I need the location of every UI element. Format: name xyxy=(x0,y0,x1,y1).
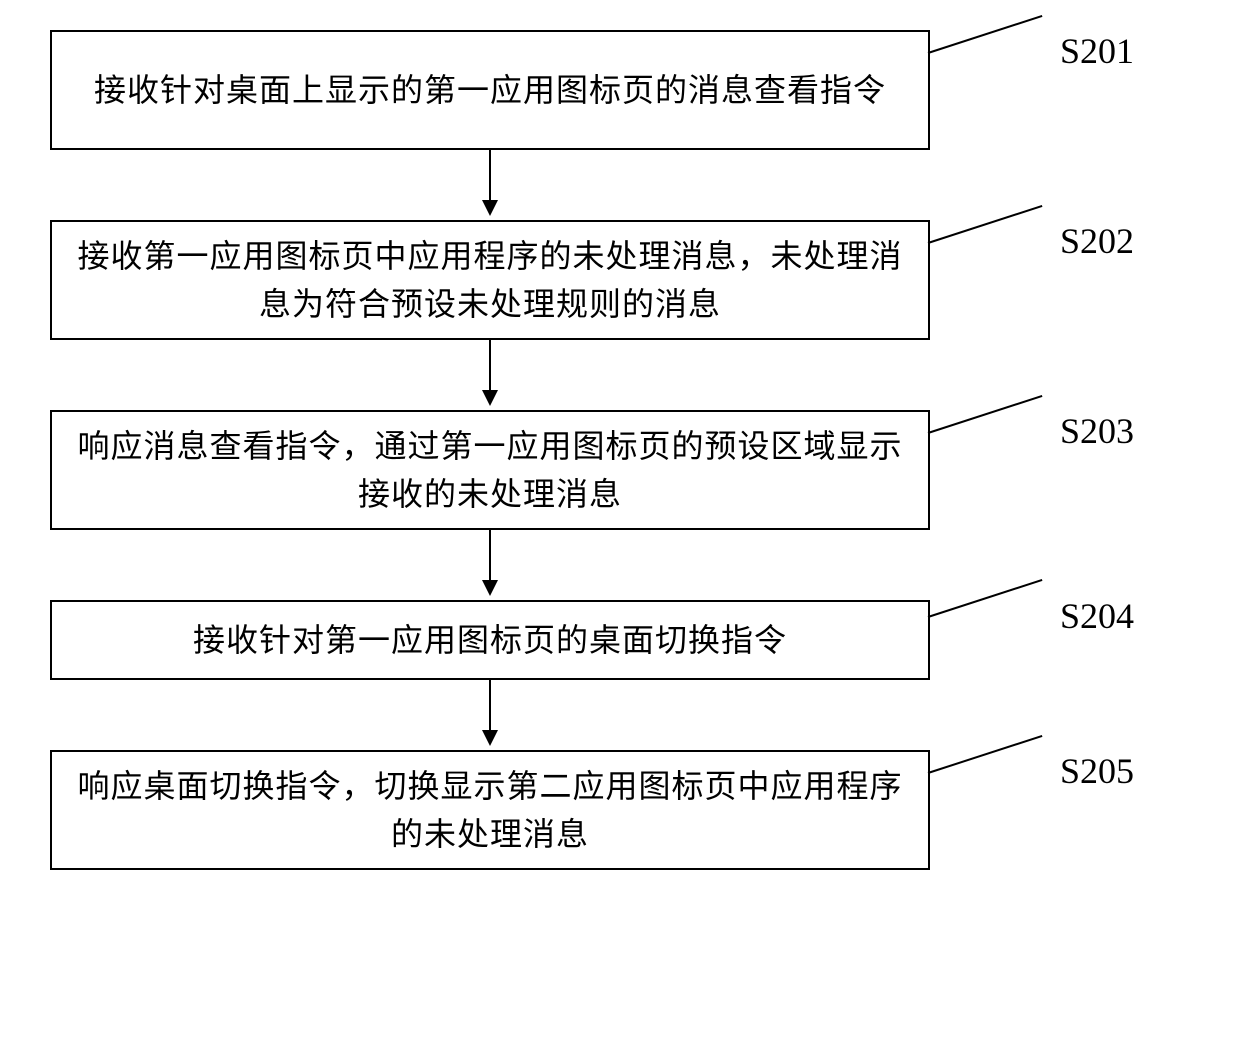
arrow-4 xyxy=(50,680,930,750)
connector-s202 xyxy=(928,205,1043,244)
step-label-s202: S202 xyxy=(1060,220,1134,262)
arrow-svg-4 xyxy=(470,680,510,750)
step-label-s203: S203 xyxy=(1060,410,1134,452)
step-box-s205: 响应桌面切换指令，切换显示第二应用图标页中应用程序的未处理消息 xyxy=(50,750,930,870)
connector-s201 xyxy=(928,15,1043,54)
step-text-s205: 响应桌面切换指令，切换显示第二应用图标页中应用程序的未处理消息 xyxy=(72,762,908,858)
arrow-1 xyxy=(50,150,930,220)
connector-s203 xyxy=(928,395,1043,434)
step-box-s204: 接收针对第一应用图标页的桌面切换指令 xyxy=(50,600,930,680)
step-text-s203: 响应消息查看指令，通过第一应用图标页的预设区域显示接收的未处理消息 xyxy=(72,422,908,518)
step-box-s203: 响应消息查看指令，通过第一应用图标页的预设区域显示接收的未处理消息 xyxy=(50,410,930,530)
arrow-svg-2 xyxy=(470,340,510,410)
arrow-svg-1 xyxy=(470,150,510,220)
connector-s204 xyxy=(928,579,1043,618)
step-label-s204: S204 xyxy=(1060,595,1134,637)
arrow-svg-3 xyxy=(470,530,510,600)
arrow-2 xyxy=(50,340,930,410)
step-label-s205: S205 xyxy=(1060,750,1134,792)
step-text-s204: 接收针对第一应用图标页的桌面切换指令 xyxy=(193,616,787,664)
step-box-s201: 接收针对桌面上显示的第一应用图标页的消息查看指令 xyxy=(50,30,930,150)
connector-s205 xyxy=(928,735,1043,774)
step-text-s201: 接收针对桌面上显示的第一应用图标页的消息查看指令 xyxy=(94,66,886,114)
step-text-s202: 接收第一应用图标页中应用程序的未处理消息，未处理消息为符合预设未处理规则的消息 xyxy=(72,232,908,328)
step-box-s202: 接收第一应用图标页中应用程序的未处理消息，未处理消息为符合预设未处理规则的消息 xyxy=(50,220,930,340)
flowchart-container: 接收针对桌面上显示的第一应用图标页的消息查看指令 S201 接收第一应用图标页中… xyxy=(50,30,1190,870)
step-label-s201: S201 xyxy=(1060,30,1134,72)
arrow-3 xyxy=(50,530,930,600)
